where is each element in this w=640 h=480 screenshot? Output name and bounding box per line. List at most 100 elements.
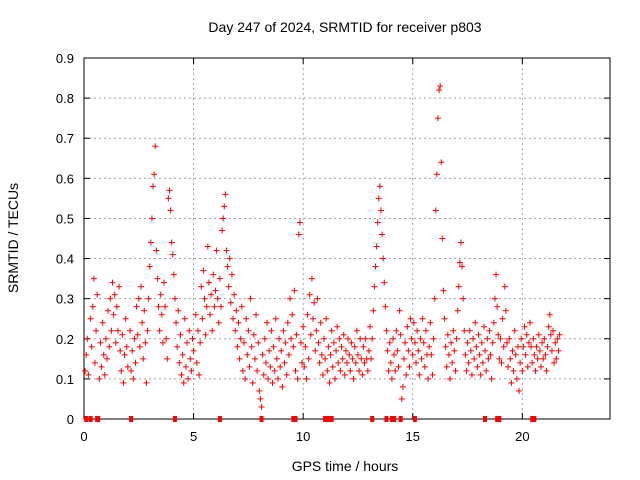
data-point — [271, 367, 278, 374]
data-point — [455, 283, 462, 290]
data-point — [345, 335, 352, 342]
data-point — [176, 359, 183, 366]
data-point — [422, 327, 429, 334]
data-point — [482, 347, 489, 354]
data-point — [319, 371, 326, 378]
data-point — [527, 319, 534, 326]
data-point — [164, 355, 171, 362]
data-point — [182, 363, 189, 370]
zero-point — [329, 416, 334, 422]
data-point — [207, 311, 214, 318]
data-point — [553, 355, 560, 362]
data-point — [556, 331, 563, 338]
data-point — [370, 307, 377, 314]
data-point — [193, 359, 200, 366]
data-point — [82, 367, 89, 374]
zero-point — [392, 416, 397, 422]
data-point — [113, 303, 120, 310]
data-point — [100, 351, 107, 358]
data-point — [209, 327, 216, 334]
data-point — [476, 351, 483, 358]
data-point — [519, 367, 526, 374]
data-point — [540, 355, 547, 362]
data-point — [222, 191, 229, 198]
data-point — [327, 351, 334, 358]
zero-point — [88, 416, 93, 422]
data-point — [331, 375, 338, 382]
data-point — [98, 363, 105, 370]
data-point — [105, 307, 112, 314]
data-point — [104, 355, 111, 362]
data-point — [242, 375, 249, 382]
data-point — [525, 339, 532, 346]
data-point — [407, 315, 414, 322]
data-point — [107, 295, 114, 302]
data-point — [170, 271, 177, 278]
data-point — [307, 331, 314, 338]
data-point — [274, 375, 281, 382]
data-point — [300, 323, 307, 330]
data-point — [155, 303, 162, 310]
data-point — [438, 159, 445, 166]
data-point — [121, 351, 128, 358]
data-point — [330, 339, 337, 346]
data-point — [106, 343, 113, 350]
data-point — [382, 303, 389, 310]
data-point — [163, 335, 170, 342]
data-point — [84, 335, 91, 342]
data-point — [114, 327, 121, 334]
data-point — [501, 283, 508, 290]
data-point — [380, 255, 387, 262]
data-point — [533, 343, 540, 350]
zero-point — [84, 416, 89, 422]
data-point — [145, 295, 152, 302]
data-point — [544, 343, 551, 350]
data-point — [158, 311, 165, 318]
data-point — [233, 307, 240, 314]
data-point — [409, 351, 416, 358]
data-point — [154, 275, 161, 282]
data-point — [348, 339, 355, 346]
data-point — [259, 351, 266, 358]
data-point — [198, 283, 205, 290]
data-point — [288, 335, 295, 342]
data-point — [89, 303, 96, 310]
axis-ticks: 0 0.1 0.2 0.3 0.4 0.5 0.6 0.7 0.8 0.9 0 5 10 15 20 — [56, 51, 610, 444]
data-point — [83, 351, 90, 358]
data-point — [518, 335, 525, 342]
data-point — [311, 299, 318, 306]
data-point — [212, 287, 219, 294]
data-point — [277, 363, 284, 370]
data-point — [93, 327, 100, 334]
data-point — [464, 339, 471, 346]
data-point — [466, 327, 473, 334]
data-point — [530, 335, 537, 342]
data-point — [160, 279, 167, 286]
data-point — [313, 327, 320, 334]
zero-point — [96, 416, 101, 422]
data-point — [293, 331, 300, 338]
data-point — [335, 359, 342, 366]
data-point — [310, 315, 317, 322]
data-point — [479, 359, 486, 366]
data-point — [471, 355, 478, 362]
data-point — [205, 279, 212, 286]
data-point — [132, 359, 139, 366]
data-point — [168, 239, 175, 246]
data-point — [171, 295, 178, 302]
data-point — [387, 359, 394, 366]
data-point — [178, 371, 185, 378]
data-point — [510, 367, 517, 374]
zero-point — [530, 416, 535, 422]
data-point — [535, 331, 542, 338]
data-point — [256, 387, 263, 394]
data-point — [97, 339, 104, 346]
data-point — [453, 335, 460, 342]
data-point — [317, 319, 324, 326]
data-point — [445, 351, 452, 358]
data-point — [336, 335, 343, 342]
data-point — [203, 303, 210, 310]
data-point — [142, 339, 149, 346]
data-point — [91, 359, 98, 366]
